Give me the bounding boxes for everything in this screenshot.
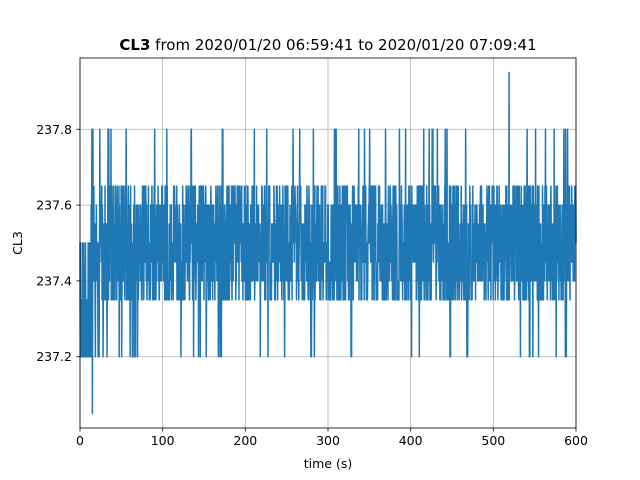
y-tick-label-1: 237.4 (36, 273, 72, 288)
x-tick-label-1: 100 (151, 433, 175, 448)
y-tick-label-0: 237.2 (36, 349, 72, 364)
x-tick-label-3: 300 (316, 433, 340, 448)
chart-title-bold: CL3 (119, 36, 150, 54)
chart-title-rest: from 2020/01/20 06:59:41 to 2020/01/20 0… (150, 36, 536, 54)
x-tick-label-2: 200 (233, 433, 257, 448)
x-axis: 0 100 200 300 400 500 600 (76, 428, 588, 448)
y-axis: 237.2 237.4 237.6 237.8 (36, 122, 80, 364)
y-tick-label-3: 237.8 (36, 122, 72, 137)
x-tick-label-6: 600 (564, 433, 588, 448)
x-tick-label-5: 500 (481, 433, 505, 448)
series (79, 71, 577, 415)
chart-title: CL3 from 2020/01/20 06:59:41 to 2020/01/… (119, 36, 536, 54)
x-tick-label-0: 0 (76, 433, 84, 448)
x-axis-label: time (s) (304, 456, 352, 471)
y-axis-label: CL3 (10, 231, 25, 255)
x-tick-label-4: 400 (399, 433, 423, 448)
y-tick-label-2: 237.6 (36, 198, 72, 213)
series-line (79, 71, 577, 415)
